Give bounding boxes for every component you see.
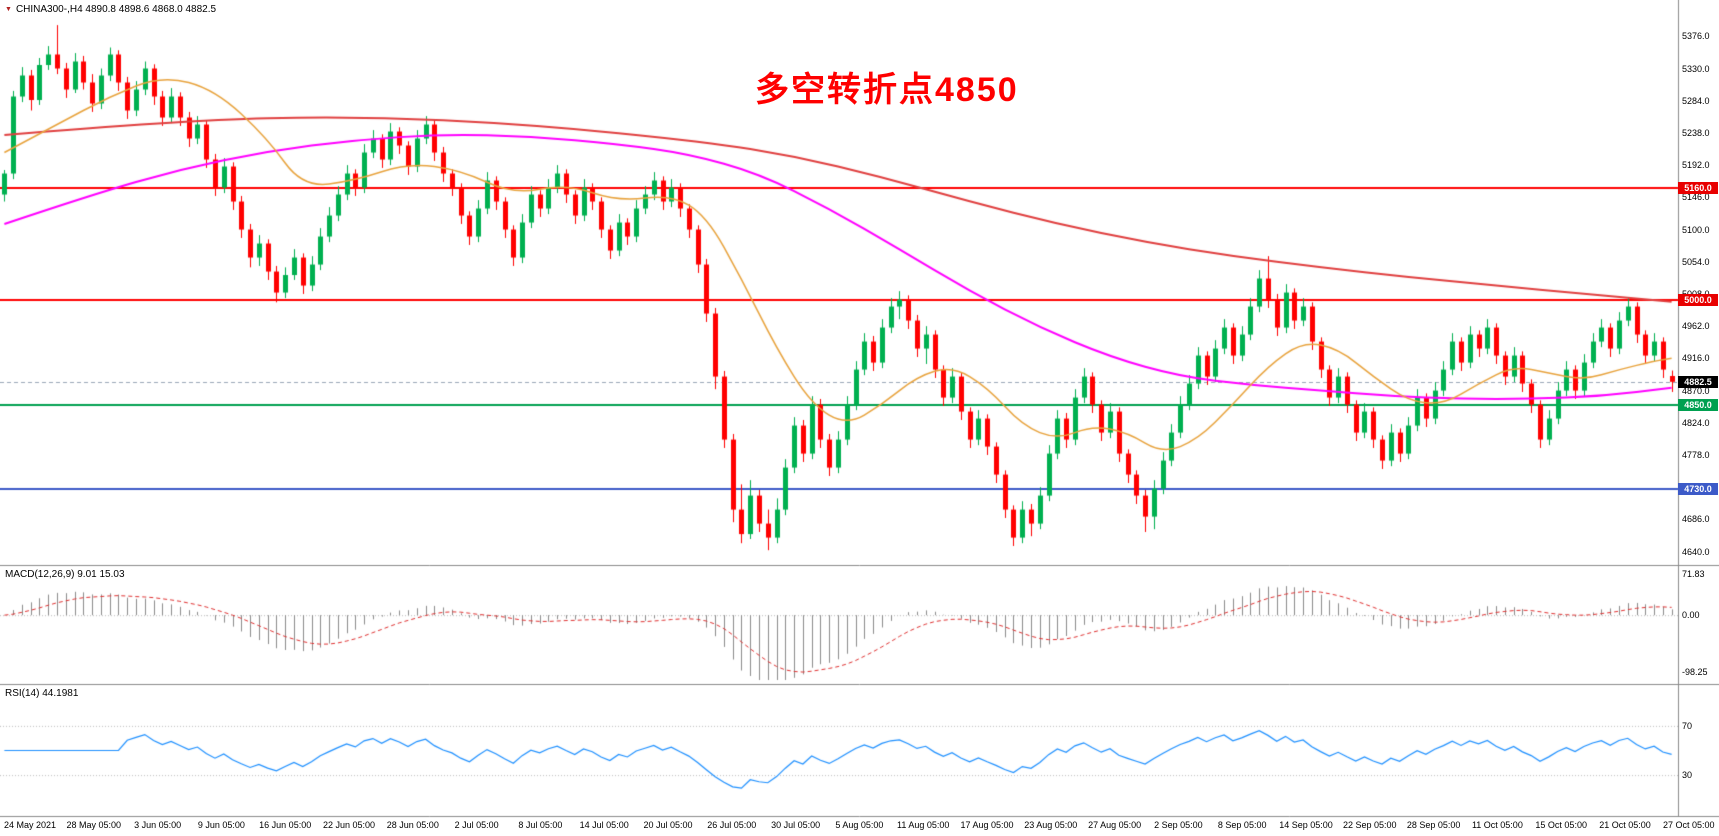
x-axis-time-label: 16 Jun 05:00 bbox=[259, 820, 312, 830]
y-axis-tick-label: 5238.0 bbox=[1682, 128, 1710, 138]
y-axis-tick-label: 4640.0 bbox=[1682, 547, 1710, 557]
x-axis-time-label: 9 Jun 05:00 bbox=[197, 820, 245, 830]
price-level-badge: 5000.0 bbox=[1678, 294, 1718, 306]
x-axis-time-label: 5 Aug 05:00 bbox=[835, 820, 884, 830]
x-axis-time-label: 8 Sep 05:00 bbox=[1217, 820, 1267, 830]
y-axis-tick-label: 5146.0 bbox=[1682, 192, 1710, 202]
y-axis-tick-label: 5330.0 bbox=[1682, 64, 1710, 74]
x-axis-time-label: 20 Jul 05:00 bbox=[643, 820, 693, 830]
x-axis-time-label: 23 Aug 05:00 bbox=[1024, 820, 1078, 830]
x-axis-time-label: 24 May 2021 bbox=[3, 820, 57, 830]
x-axis-time-label: 30 Jul 05:00 bbox=[771, 820, 821, 830]
y-axis-tick-label: 4778.0 bbox=[1682, 450, 1710, 460]
y-axis-tick-label: 5376.0 bbox=[1682, 31, 1710, 41]
x-axis-time-label: 11 Aug 05:00 bbox=[896, 820, 950, 830]
x-axis-time-label: 14 Sep 05:00 bbox=[1279, 820, 1333, 830]
x-axis-time-label: 2 Jul 05:00 bbox=[454, 820, 499, 830]
x-axis-time-label: 8 Jul 05:00 bbox=[518, 820, 563, 830]
y-axis-tick-label: 5100.0 bbox=[1682, 225, 1710, 235]
y-axis-tick-label: 5054.0 bbox=[1682, 257, 1710, 267]
y-axis-tick-label: 4962.0 bbox=[1682, 321, 1710, 331]
rsi-axis-label: 30 bbox=[1682, 770, 1693, 780]
x-axis-time-label: 28 Sep 05:00 bbox=[1406, 820, 1461, 830]
macd-indicator-label: MACD(12,26,9) 9.01 15.03 bbox=[5, 569, 125, 580]
x-axis-time-label: 22 Sep 05:00 bbox=[1343, 820, 1397, 830]
rsi-indicator-label: RSI(14) 44.1981 bbox=[5, 688, 79, 699]
x-axis-time-label: 28 Jun 05:00 bbox=[386, 820, 439, 830]
macd-axis-label: 71.83 bbox=[1682, 569, 1705, 579]
x-axis-time-label: 11 Oct 05:00 bbox=[1471, 820, 1523, 830]
symbol-header: ▼ CHINA300-,H4 4890.8 4898.6 4868.0 4882.… bbox=[5, 4, 216, 15]
x-axis-time-label: 2 Sep 05:00 bbox=[1154, 820, 1203, 830]
x-axis-time-label: 21 Oct 05:00 bbox=[1599, 820, 1651, 830]
price-level-badge: 4730.0 bbox=[1678, 483, 1718, 495]
x-axis-time-label: 27 Aug 05:00 bbox=[1088, 820, 1142, 830]
y-axis-tick-label: 4870.0 bbox=[1682, 386, 1710, 396]
x-axis-time-label: 17 Aug 05:00 bbox=[960, 820, 1014, 830]
price-level-badge: 5160.0 bbox=[1678, 182, 1718, 194]
x-axis-time-label: 14 Jul 05:00 bbox=[579, 820, 629, 830]
price-level-badge: 4850.0 bbox=[1678, 399, 1718, 411]
y-axis-tick-label: 5192.0 bbox=[1682, 160, 1710, 170]
current-price-badge: 4882.5 bbox=[1678, 376, 1718, 388]
y-axis-tick-label: 5284.0 bbox=[1682, 96, 1710, 106]
x-axis-time-label: 22 Jun 05:00 bbox=[322, 820, 376, 830]
x-axis-time-label: 27 Oct 05:00 bbox=[1663, 820, 1715, 830]
y-axis-tick-label: 4686.0 bbox=[1682, 514, 1710, 524]
symbol-ohlc-label: CHINA300-,H4 4890.8 4898.6 4868.0 4882.5 bbox=[15, 4, 217, 15]
x-axis-time-label: 15 Oct 05:00 bbox=[1535, 820, 1587, 830]
rsi-axis-label: 70 bbox=[1682, 721, 1693, 731]
x-axis-time-label: 28 May 05:00 bbox=[66, 820, 122, 830]
annotation-text[interactable]: 多空转折点4850 bbox=[755, 71, 1019, 109]
y-axis-tick-label: 4824.0 bbox=[1682, 418, 1710, 428]
macd-axis-label: -98.25 bbox=[1682, 667, 1708, 677]
macd-axis-label: 0.00 bbox=[1682, 610, 1700, 620]
symbol-marker-icon: ▼ bbox=[5, 6, 12, 13]
x-axis-time-label: 3 Jun 05:00 bbox=[134, 820, 182, 830]
x-axis-time-label: 26 Jul 05:00 bbox=[707, 820, 757, 830]
y-axis-tick-label: 4916.0 bbox=[1682, 353, 1710, 363]
